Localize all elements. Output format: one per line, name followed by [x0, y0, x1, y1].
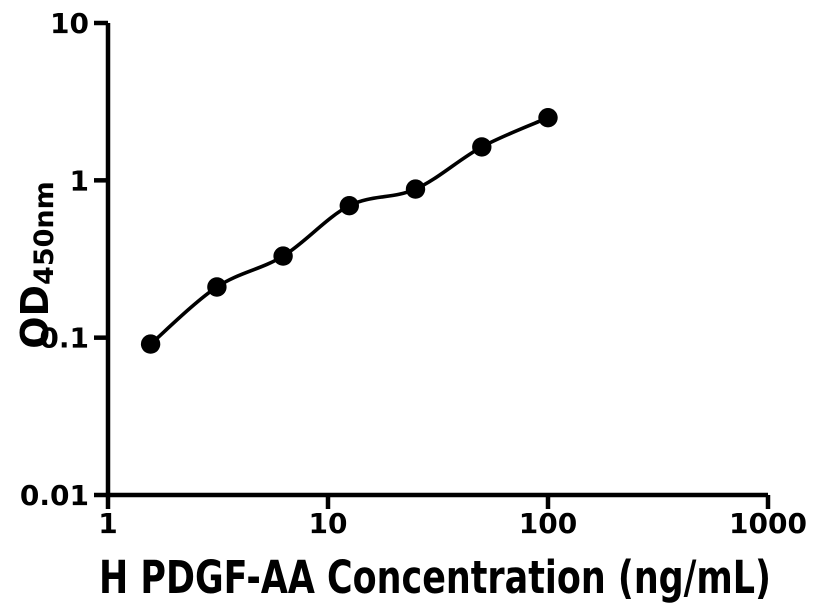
- x-axis-title: H PDGF-AA Concentration (ng/mL): [99, 551, 771, 604]
- y-tick-label: 0.1: [39, 322, 89, 355]
- data-point: [472, 137, 492, 157]
- y-tick-label: 1: [70, 164, 89, 197]
- data-point: [273, 246, 293, 266]
- data-point: [405, 179, 426, 199]
- x-tick-label: 1: [98, 507, 117, 540]
- y-axis-title-main: OD: [13, 285, 57, 349]
- x-tick-label: 10: [309, 507, 348, 540]
- y-axis-title: OD450nm: [13, 181, 60, 349]
- x-tick-label: 100: [519, 507, 577, 540]
- data-point: [538, 108, 558, 128]
- y-tick-label: 0.01: [20, 479, 89, 512]
- y-tick-label: 10: [50, 7, 89, 40]
- data-point: [140, 334, 161, 354]
- axis-frame: [105, 23, 768, 498]
- x-tick-label: 1000: [729, 507, 807, 540]
- data-point: [339, 196, 359, 216]
- data-point: [207, 277, 227, 297]
- y-axis-title-subscript: 450nm: [29, 181, 60, 285]
